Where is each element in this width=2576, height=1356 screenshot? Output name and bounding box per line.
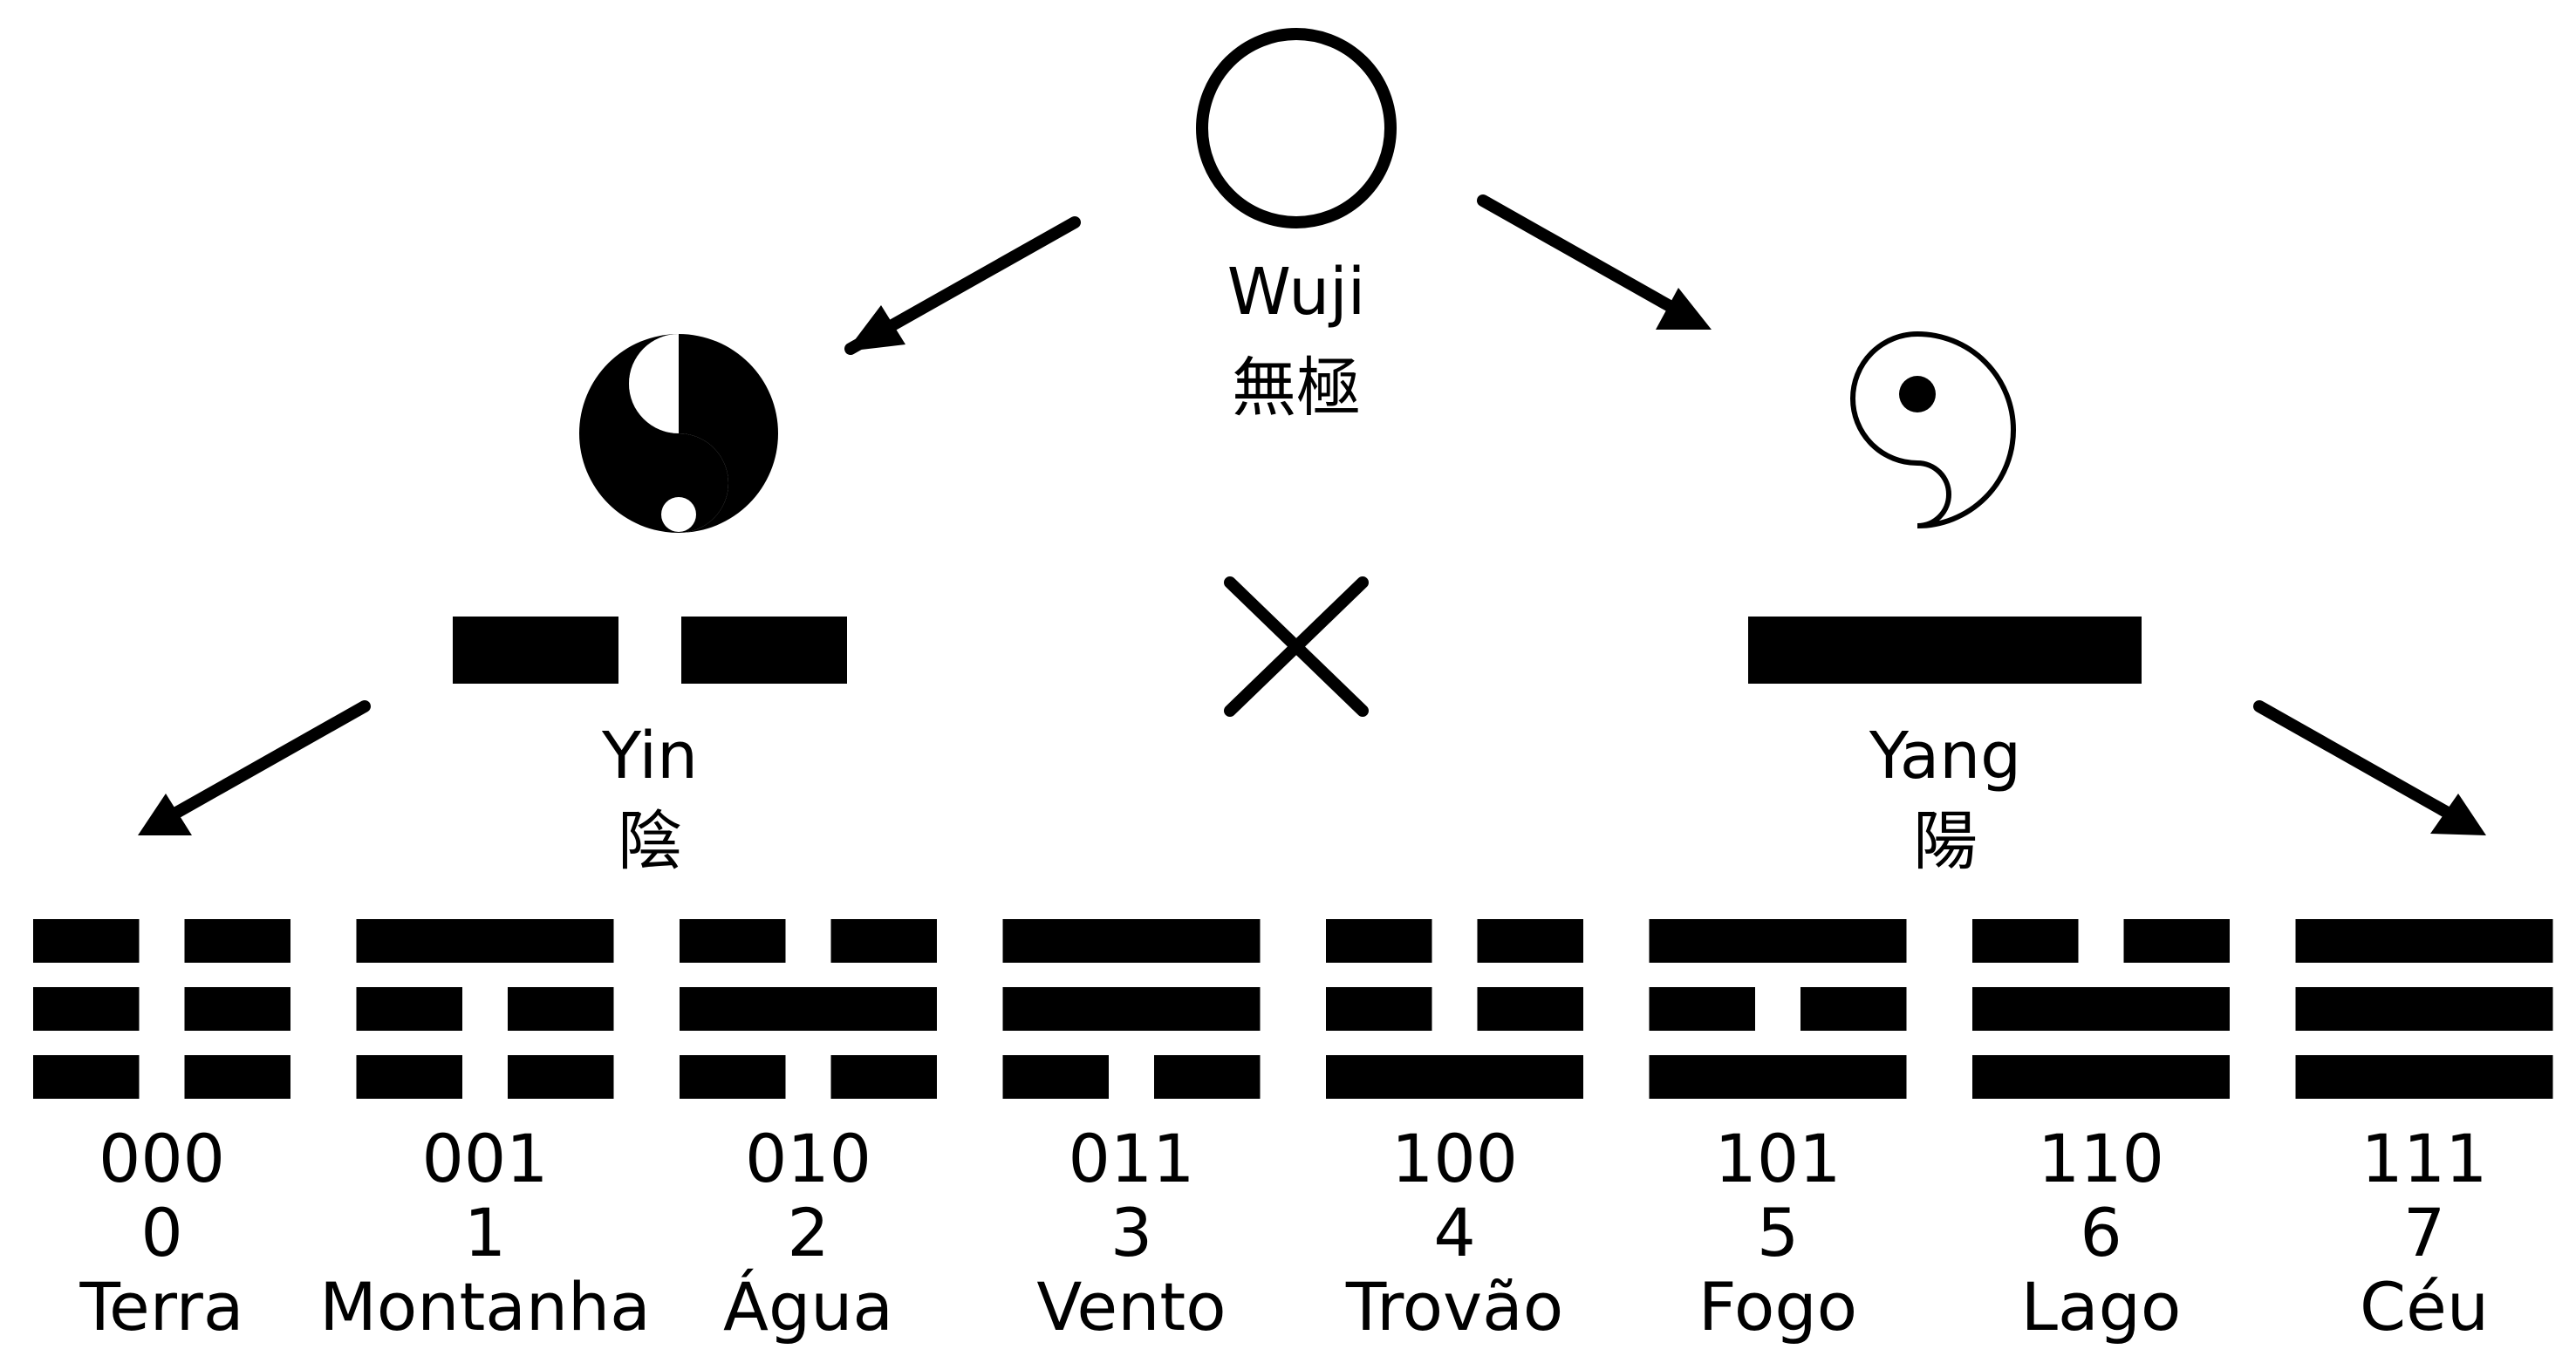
- yin-line-right-half: [1154, 1055, 1261, 1099]
- yang-line-solid: [2295, 1055, 2553, 1099]
- trigram-decimal: 5: [1757, 1194, 1799, 1271]
- trigram-name: Trovão: [1345, 1268, 1563, 1346]
- trigram-binary: 001: [421, 1120, 548, 1197]
- trigram-row: 0000Terra0011Montanha0102Água0113Vento10…: [33, 919, 2553, 1346]
- trigram-name: Lago: [2021, 1268, 2182, 1346]
- yang-line-solid: [1002, 987, 1261, 1031]
- yang-line-solid: [1972, 1055, 2230, 1099]
- yin-line-right-half: [830, 1055, 937, 1099]
- trigram-name: Água: [723, 1268, 893, 1346]
- yin-chinese: 陰: [618, 804, 682, 879]
- empty-circle-icon: [1196, 28, 1397, 228]
- trigram-binary: 000: [99, 1120, 225, 1197]
- trigram-decimal: 6: [2080, 1194, 2122, 1271]
- trigram-name: Céu: [2360, 1268, 2489, 1346]
- wuji-chinese: 無極: [1232, 351, 1361, 426]
- yin-line-left-half: [1326, 919, 1432, 963]
- yang-line-solid: [1649, 1055, 1907, 1099]
- yin-line-left-half: [356, 987, 462, 1031]
- arrow-yin-to-trigrams: [158, 700, 371, 826]
- yang-line-solid: [356, 919, 614, 963]
- trigram-name: Vento: [1036, 1268, 1226, 1346]
- yin-line-right-half: [1477, 987, 1583, 1031]
- yang-line-solid: [1972, 987, 2230, 1031]
- arrow-wuji-to-yang-head: [1656, 288, 1712, 330]
- yin-line-left-half: [33, 1055, 140, 1099]
- yang-taiji-icon: [1850, 331, 2016, 528]
- trigram-name: Fogo: [1698, 1268, 1857, 1346]
- arrow-yang-to-trigrams: [2253, 700, 2466, 826]
- cross-icon: [1224, 576, 1369, 717]
- trigram-binary: 110: [2038, 1120, 2164, 1197]
- yang-line-solid: [2295, 919, 2553, 963]
- arrow-yang-to-trigrams-head: [2430, 794, 2486, 835]
- trigram-binary: 111: [2361, 1120, 2487, 1197]
- yin-line-right-half: [2123, 919, 2230, 963]
- yang-line-solid: [1326, 1055, 1583, 1099]
- trigram-binary: 011: [1068, 1120, 1194, 1197]
- yin-line-right-half: [184, 1055, 290, 1099]
- trigram-decimal: 1: [464, 1194, 506, 1271]
- yin-line-left-half: [356, 1055, 462, 1099]
- trigram-decimal: 3: [1110, 1194, 1152, 1271]
- yang-line-solid: [1002, 919, 1261, 963]
- yin-line-left-half: [1649, 987, 1755, 1031]
- wuji-label: Wuji: [1227, 255, 1366, 330]
- yin-line-left-half: [1326, 987, 1432, 1031]
- yin-line-left-half: [1972, 919, 2079, 963]
- trigram-name: Terra: [79, 1268, 244, 1346]
- yang-chinese: 陽: [1913, 804, 1978, 879]
- yin-line-left-half: [1002, 1055, 1109, 1099]
- yin-line-left-half: [680, 919, 786, 963]
- trigram-decimal: 0: [140, 1194, 182, 1271]
- yin-taiji-icon: [579, 334, 778, 533]
- arrow-yin-to-trigrams-head: [138, 794, 192, 835]
- trigram-decimal: 4: [1433, 1194, 1475, 1271]
- trigram-decimal: 7: [2403, 1194, 2445, 1271]
- arrow-wuji-to-yang: [1477, 194, 1690, 320]
- yin-line-right-half: [830, 919, 937, 963]
- trigram-decimal: 2: [787, 1194, 829, 1271]
- trigram-binary: 010: [745, 1120, 871, 1197]
- yin-line-right-half: [508, 987, 614, 1031]
- yin-line-right-half: [1800, 987, 1907, 1031]
- yang-line-solid: [1649, 919, 1907, 963]
- trigram-binary: 100: [1391, 1120, 1518, 1197]
- yang-line: [1748, 617, 2142, 684]
- yang-line-solid: [680, 987, 937, 1031]
- yin-line-right-half: [508, 1055, 614, 1099]
- yin-line-left-half: [33, 919, 140, 963]
- yin-line-right: [681, 617, 847, 684]
- arrow-wuji-to-yin-head: [846, 305, 905, 351]
- yang-line-solid: [2295, 987, 2553, 1031]
- yin-line-right-half: [1477, 919, 1583, 963]
- yin-line-left-half: [680, 1055, 786, 1099]
- yin-line-right-half: [184, 987, 290, 1031]
- yin-line-left-half: [33, 987, 140, 1031]
- yin-line-right-half: [184, 919, 290, 963]
- yang-label: Yang: [1869, 719, 2021, 794]
- yin-label: Yin: [601, 719, 698, 794]
- trigram-name: Montanha: [319, 1268, 651, 1346]
- yin-line-left: [453, 617, 618, 684]
- trigram-binary: 101: [1714, 1120, 1841, 1197]
